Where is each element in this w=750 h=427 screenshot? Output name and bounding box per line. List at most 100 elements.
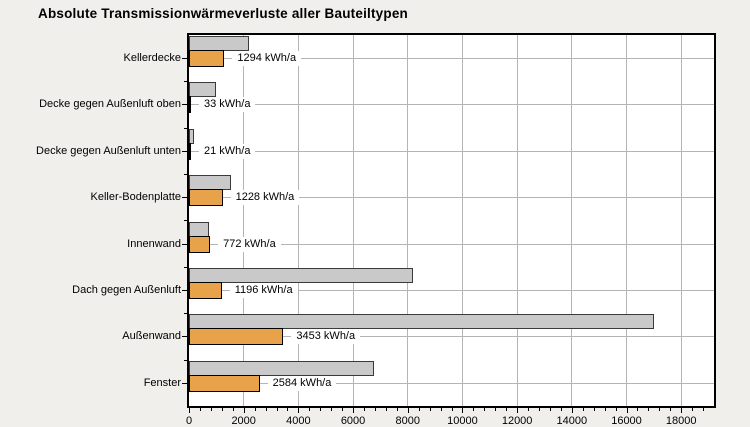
x-minor-tick	[221, 408, 223, 411]
y-minor-tick	[184, 313, 187, 315]
vertical-gridline	[352, 35, 354, 406]
gray-bar	[189, 360, 374, 376]
x-minor-tick	[506, 408, 508, 411]
x-minor-tick	[615, 408, 617, 411]
x-minor-tick	[320, 408, 322, 411]
x-tick-label: 16000	[611, 415, 642, 427]
vertical-gridline	[680, 35, 682, 406]
x-minor-tick	[265, 408, 267, 411]
vertical-gridline	[571, 35, 573, 406]
vertical-gridline	[461, 35, 463, 406]
x-minor-tick	[473, 408, 475, 411]
y-major-tick	[182, 382, 187, 384]
gray-bar	[189, 314, 654, 330]
x-minor-tick	[254, 408, 256, 411]
category-label: Keller-Bodenplatte	[90, 191, 181, 204]
x-major-tick	[243, 408, 245, 413]
vertical-gridline	[243, 35, 245, 406]
vertical-gridline	[297, 35, 299, 406]
x-minor-tick	[342, 408, 344, 411]
x-minor-tick	[659, 408, 661, 411]
x-minor-tick	[604, 408, 606, 411]
x-major-tick	[462, 408, 464, 413]
category-label: Fenster	[143, 376, 181, 389]
x-minor-tick	[560, 408, 562, 411]
horizontal-gridline	[189, 150, 714, 152]
x-minor-tick	[385, 408, 387, 411]
x-tick-label: 2000	[231, 415, 256, 427]
orange-bar	[189, 50, 225, 67]
x-tick-label: 14000	[556, 415, 588, 427]
x-minor-tick	[648, 408, 650, 411]
category-label: Decke gegen Außenluft unten	[36, 144, 181, 157]
horizontal-gridline	[189, 197, 714, 199]
gray-bar	[189, 268, 414, 283]
x-minor-tick	[396, 408, 398, 411]
orange-bar	[189, 96, 191, 114]
x-minor-tick	[692, 408, 694, 411]
x-minor-tick	[703, 408, 705, 411]
x-minor-tick	[484, 408, 486, 411]
x-tick-label: 0	[185, 415, 193, 427]
y-major-tick	[182, 243, 187, 245]
y-major-tick	[182, 197, 187, 199]
horizontal-gridline	[189, 290, 714, 291]
horizontal-gridline	[189, 58, 714, 59]
category-label: Kellerdecke	[123, 52, 181, 64]
orange-bar	[189, 374, 260, 392]
x-minor-tick	[210, 408, 212, 411]
x-minor-tick	[495, 408, 497, 411]
x-minor-tick	[451, 408, 453, 411]
x-major-tick	[298, 408, 300, 413]
y-major-tick	[182, 290, 187, 291]
y-minor-tick	[184, 127, 187, 129]
x-minor-tick	[418, 408, 420, 411]
orange-bar	[189, 142, 191, 160]
y-minor-tick	[184, 220, 187, 222]
x-major-tick	[571, 408, 573, 413]
x-minor-tick	[429, 408, 431, 411]
x-minor-tick	[364, 408, 365, 411]
x-minor-tick	[549, 408, 551, 411]
y-major-tick	[182, 336, 187, 338]
orange-bar	[189, 235, 211, 253]
value-label: 21 kWh/a	[199, 143, 256, 159]
chart-title: Absolute Transmissionwärmeverluste aller…	[38, 6, 408, 21]
y-major-tick	[182, 104, 187, 106]
orange-bar	[189, 189, 223, 207]
x-minor-tick	[539, 408, 540, 411]
x-major-tick	[517, 408, 519, 413]
category-label: Innenwand	[127, 237, 181, 250]
x-major-tick	[681, 408, 683, 413]
x-minor-tick	[331, 408, 333, 411]
y-minor-tick	[184, 174, 187, 175]
gray-bar	[189, 175, 232, 191]
category-label: Dach gegen Außenluft	[72, 284, 181, 296]
y-minor-tick	[184, 266, 187, 268]
horizontal-gridline	[189, 336, 714, 338]
x-minor-tick	[582, 408, 584, 411]
x-major-tick	[407, 408, 409, 413]
y-minor-tick	[184, 359, 187, 361]
x-major-tick	[189, 408, 190, 413]
y-major-tick	[182, 150, 187, 152]
gray-bar	[189, 128, 195, 144]
category-label: Decke gegen Außenluft oben	[39, 98, 181, 111]
y-major-tick	[182, 58, 187, 59]
x-minor-tick	[309, 408, 311, 411]
gray-bar	[189, 82, 217, 98]
value-label: 1294 kWh/a	[232, 51, 302, 66]
gray-bar	[189, 36, 250, 51]
orange-bar	[189, 328, 284, 346]
x-minor-tick	[287, 408, 289, 411]
x-minor-tick	[440, 408, 442, 411]
orange-bar	[189, 282, 222, 299]
vertical-gridline	[407, 35, 409, 406]
x-minor-tick	[276, 408, 278, 411]
x-minor-tick	[199, 408, 201, 411]
horizontal-gridline	[189, 382, 714, 384]
x-minor-tick	[528, 408, 530, 411]
value-label: 3453 kWh/a	[291, 329, 361, 345]
vertical-gridline	[516, 35, 518, 406]
value-label: 2584 kWh/a	[267, 375, 337, 391]
